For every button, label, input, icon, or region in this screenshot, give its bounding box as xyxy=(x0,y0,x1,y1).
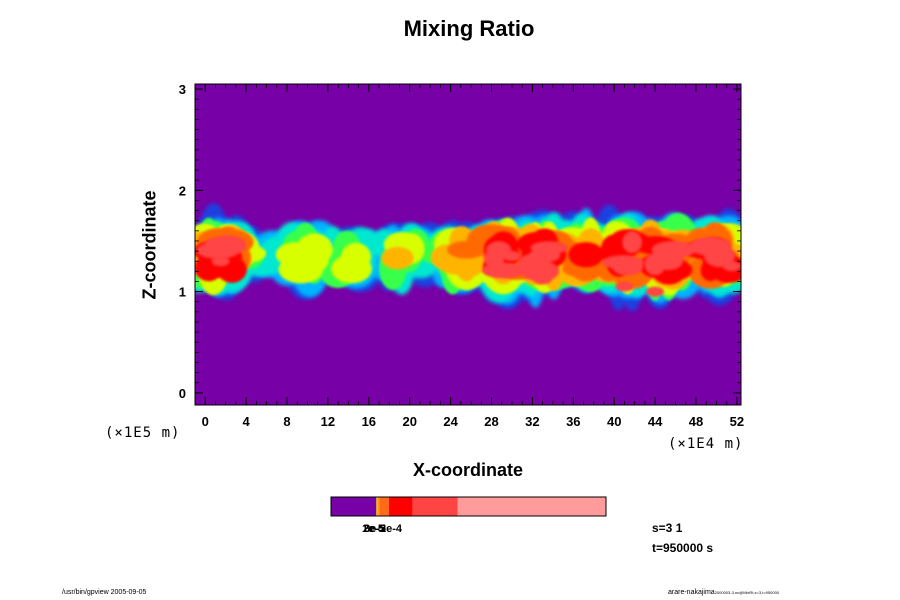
field-peaks xyxy=(211,251,741,297)
colorbar-label: 2e-4 xyxy=(380,523,403,535)
field-blob xyxy=(341,242,372,271)
field-blob xyxy=(568,242,604,268)
plot-frame xyxy=(194,83,742,406)
colorbar-band xyxy=(457,497,606,516)
field-blob xyxy=(208,235,247,256)
colorbar-label: 1e-5 xyxy=(362,523,385,535)
field-blob xyxy=(530,241,569,255)
colorbar-band xyxy=(412,497,458,516)
x-tick-label: 4 xyxy=(243,414,251,429)
y-tick-label: 1 xyxy=(179,285,186,300)
field-level xyxy=(196,231,736,282)
footer-command: /usr/bin/gpview 2005-09-05 xyxy=(62,589,147,596)
field-blob xyxy=(622,231,642,254)
field-blob xyxy=(651,240,696,259)
field-blob xyxy=(704,244,736,268)
x-tick-label: 36 xyxy=(566,414,580,429)
x-tick-label: 24 xyxy=(443,414,458,429)
x-tick-label: 28 xyxy=(484,414,498,429)
footer-author-name: arare-nakajima xyxy=(668,589,715,596)
field-peak xyxy=(646,286,665,297)
chart-title: Mixing Ratio xyxy=(403,16,535,41)
field-peak xyxy=(533,274,552,285)
y-tick-label: 2 xyxy=(179,183,186,198)
field-blob xyxy=(296,233,333,266)
colorbar xyxy=(330,496,607,517)
x-axis-label: X-coordinate xyxy=(412,460,524,480)
footer-author: arare-nakajima2000003-3.nc@MixRt,x=3,t=9… xyxy=(668,589,779,596)
colorbar-band xyxy=(389,497,413,516)
colorbar-label: 3e-5 xyxy=(364,523,387,535)
mixing-ratio-field xyxy=(195,203,741,312)
x-axis-scale-note: (×1E4 m) xyxy=(668,436,744,452)
colorbar-band xyxy=(331,497,377,516)
x-tick-label: 52 xyxy=(730,414,744,429)
x-tick-label: 8 xyxy=(283,414,290,429)
y-tick-label: 0 xyxy=(179,386,186,401)
colorbar-band xyxy=(379,497,390,516)
field-peak xyxy=(615,281,634,292)
field-blob xyxy=(611,257,644,276)
field-blob xyxy=(481,262,525,279)
y-axis-label: Z-coordinate xyxy=(139,190,160,300)
colorbar-band xyxy=(377,497,379,516)
slice-info: s=3 1 xyxy=(652,521,683,535)
x-tick-label: 12 xyxy=(321,414,335,429)
colorbar-band xyxy=(376,497,378,516)
field-peak xyxy=(502,251,521,262)
field-blob xyxy=(520,260,560,282)
field-blob xyxy=(381,246,414,270)
x-tick-label: 20 xyxy=(402,414,416,429)
time-info: t=950000 s xyxy=(652,541,714,555)
colorbar-band xyxy=(378,497,380,516)
x-tick-label: 32 xyxy=(525,414,539,429)
y-tick-label: 3 xyxy=(179,82,186,97)
footer-file-info: 2000003-3.nc@MixRt,x=3,t=950000 xyxy=(714,590,780,595)
x-tick-label: 0 xyxy=(202,414,209,429)
field-peak xyxy=(722,261,741,272)
colorbar-label: 2e-5 xyxy=(363,523,386,535)
x-tick-label: 48 xyxy=(689,414,703,429)
colorbar-frame xyxy=(330,496,607,517)
field-peak xyxy=(211,256,230,267)
y-axis-scale-note: (×1E5 m) xyxy=(105,425,181,441)
x-tick-label: 16 xyxy=(362,414,376,429)
x-tick-label: 40 xyxy=(607,414,621,429)
axis-ticks xyxy=(195,84,741,405)
x-tick-label: 44 xyxy=(648,414,663,429)
